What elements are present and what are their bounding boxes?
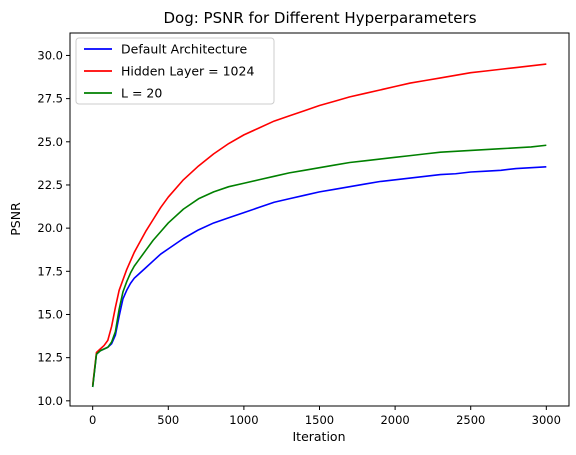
legend-label-default: Default Architecture [121, 42, 247, 57]
x-tick-label: 3000 [532, 413, 561, 427]
x-tick-label: 2500 [456, 413, 485, 427]
tick-layer: 0 500 1000 1500 2000 2500 3000 10.0 12.5 15.0 17.5… [37, 48, 561, 427]
y-tick-label: 30.0 [37, 48, 63, 62]
series-line-1 [91, 63, 547, 386]
series-layer [91, 63, 547, 388]
y-tick-label: 22.5 [37, 178, 63, 192]
x-axis-label: Iteration [292, 429, 345, 444]
y-tick-label: 10.0 [37, 394, 63, 408]
y-tick-label: 25.0 [37, 135, 63, 149]
y-tick-label: 20.0 [37, 221, 63, 235]
legend: Default Architecture Hidden Layer = 1024… [75, 37, 275, 105]
chart-title: Dog: PSNR for Different Hyperparameters [163, 9, 476, 27]
legend-box [75, 37, 275, 105]
y-axis-label: PSNR [8, 202, 23, 236]
x-tick-label: 0 [89, 413, 96, 427]
y-tick-label: 12.5 [37, 351, 63, 365]
x-tick-label: 1500 [305, 413, 334, 427]
legend-label-hidden-layer: Hidden Layer = 1024 [121, 64, 254, 79]
y-tick-label: 17.5 [37, 264, 63, 278]
x-tick-label: 1000 [229, 413, 258, 427]
plot-frame [69, 32, 570, 407]
y-tick-label: 15.0 [37, 307, 63, 321]
x-tick-label: 500 [157, 413, 179, 427]
x-tick-label: 2000 [380, 413, 409, 427]
series-line-2 [91, 144, 547, 388]
series-line-0 [91, 166, 547, 388]
legend-label-l20: L = 20 [121, 86, 162, 101]
y-tick-label: 27.5 [37, 92, 63, 106]
